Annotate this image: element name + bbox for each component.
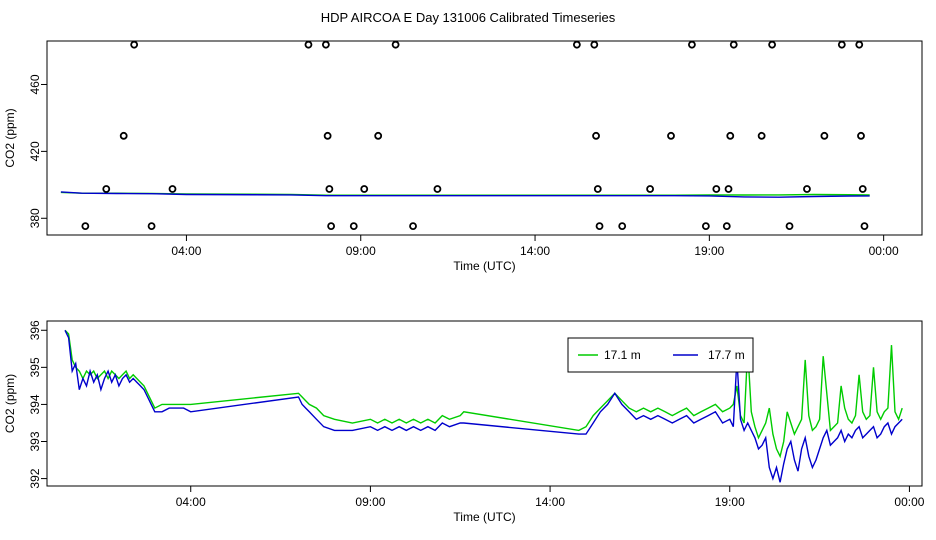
y-tick-label: 460	[28, 74, 42, 94]
calibration-point	[667, 131, 675, 140]
calibration-point	[130, 40, 139, 49]
x-tick-label: 04:00	[171, 244, 201, 258]
calibration-point	[768, 40, 776, 49]
calibration-point	[820, 131, 829, 140]
top-panel: 04:00 09:00 14:00 19:00 00:00 380 420 460 Time (…	[3, 40, 923, 273]
calibration-point	[391, 40, 400, 49]
calibration-point	[855, 40, 864, 49]
calibration-point	[321, 40, 330, 49]
y-tick-label: 394	[28, 394, 42, 414]
calibration-point	[724, 185, 733, 193]
x-tick-label: 09:00	[355, 495, 385, 509]
series-line-17-1-m	[64, 329, 903, 459]
calibration-point	[147, 222, 156, 231]
calibration-point	[590, 40, 599, 49]
calibration-point	[593, 185, 602, 193]
calibration-point	[646, 185, 654, 193]
x-tick-label: 14:00	[520, 244, 550, 258]
x-axis-title: Time (UTC)	[453, 259, 515, 273]
y-axis-title: CO2 (ppm)	[3, 108, 17, 167]
calibration-point	[701, 222, 710, 231]
y-tick-label: 380	[28, 208, 42, 228]
calibration-point	[618, 222, 627, 231]
calibration-point	[595, 222, 604, 231]
calibration-point	[837, 40, 846, 49]
calibration-point	[803, 185, 811, 193]
x-tick-label: 14:00	[535, 495, 565, 509]
calibration-point	[119, 131, 128, 140]
calibration-point	[327, 222, 336, 231]
calibration-point	[726, 131, 735, 140]
legend-label: 17.7 m	[708, 348, 745, 362]
legend-label: 17.1 m	[604, 348, 641, 362]
calibration-point	[433, 185, 442, 193]
series-line-17-7-m	[60, 191, 870, 198]
series-line-17-7-m	[64, 329, 903, 483]
x-axis-title: Time (UTC)	[453, 510, 515, 524]
legend-box	[567, 337, 754, 373]
calibration-point	[857, 131, 865, 140]
calibration-point	[592, 131, 600, 140]
x-tick-label: 19:00	[694, 244, 724, 258]
calibration-point	[858, 185, 867, 193]
chart-title: HDP AIRCOA E Day 131006 Calibrated Times…	[321, 10, 616, 25]
calibration-point	[688, 40, 696, 49]
calibration-point	[168, 185, 177, 193]
plot-frame	[46, 320, 923, 487]
calibration-point	[325, 185, 334, 193]
plot-frame	[46, 40, 923, 236]
calibration-point	[572, 40, 581, 49]
x-tick-label: 00:00	[894, 495, 924, 509]
calibration-point	[304, 40, 313, 49]
x-tick-label: 04:00	[176, 495, 206, 509]
calibration-point	[757, 131, 766, 140]
y-tick-label: 396	[28, 320, 42, 340]
y-axis-title: CO2 (ppm)	[3, 374, 17, 433]
legend: 17.1 m 17.7 m	[567, 337, 754, 373]
x-tick-label: 00:00	[869, 244, 899, 258]
y-tick-label: 395	[28, 357, 42, 377]
calibration-point	[374, 131, 383, 140]
calibration-point	[349, 222, 358, 231]
calibration-point	[785, 222, 794, 231]
calibration-point	[102, 185, 111, 193]
y-tick-label: 420	[28, 141, 42, 161]
calibration-point	[81, 222, 90, 231]
calibration-point	[409, 222, 417, 231]
x-tick-label: 09:00	[346, 244, 376, 258]
y-tick-label: 392	[28, 468, 42, 488]
calibration-point	[360, 185, 369, 193]
calibration-point	[729, 40, 738, 49]
calibration-point	[712, 185, 721, 193]
calibration-point	[860, 222, 869, 231]
x-tick-label: 19:00	[715, 495, 745, 509]
bottom-panel: 04:00 09:00 14:00 19:00 00:00 392 393 394 395 396…	[3, 320, 925, 524]
calibration-point	[323, 131, 332, 140]
calibration-point	[722, 222, 731, 231]
y-tick-label: 393	[28, 431, 42, 451]
